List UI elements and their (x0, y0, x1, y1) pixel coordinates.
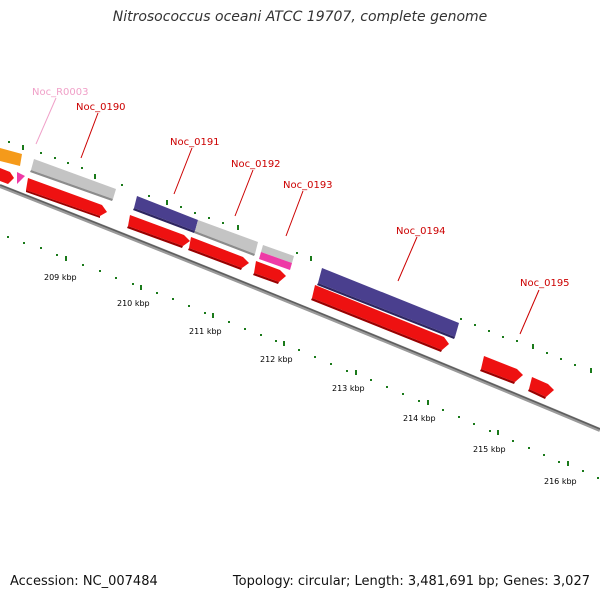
outer-scale-ticks (8, 141, 592, 373)
gene-orange-feature (0, 148, 22, 166)
accession-text: Accession: NC_007484 (10, 574, 158, 589)
genome-backbone (0, 184, 600, 432)
cds-features (0, 168, 554, 399)
gene-label-0193: Noc_0193 (283, 180, 333, 191)
kbp-labels: 209 kbp 210 kbp 211 kbp 212 kbp 213 kbp … (44, 273, 577, 486)
cds-0194 (312, 285, 449, 350)
kbp-label-209: 209 kbp (44, 273, 77, 282)
cds-0195-b (529, 377, 554, 397)
cds-0191 (128, 215, 190, 246)
kbp-label-215: 215 kbp (473, 445, 506, 454)
label-leader-lines (35, 97, 540, 335)
kbp-label-216: 216 kbp (544, 477, 577, 486)
inner-scale-ticks (7, 236, 599, 479)
kbp-label-212: 212 kbp (260, 355, 293, 364)
gene-pink-0193 (259, 252, 292, 270)
kbp-label-214: 214 kbp (403, 414, 436, 423)
cds-0190 (26, 178, 107, 216)
gene-label-0195: Noc_0195 (520, 278, 570, 289)
gene-label-0194: Noc_0194 (396, 226, 446, 237)
gene-grey-0192 (195, 220, 258, 254)
gene-label-0192: Noc_0192 (231, 159, 281, 170)
gene-labels: Noc_R0003 Noc_0190 Noc_0191 Noc_0192 Noc… (32, 87, 570, 289)
genome-summary-text: Topology: circular; Length: 3,481,691 bp… (232, 574, 590, 589)
gene-label-0191: Noc_0191 (170, 137, 220, 148)
cds-0192 (189, 237, 249, 268)
gene-blue-0194 (318, 268, 459, 337)
gene-label-r0003: Noc_R0003 (32, 87, 89, 98)
cds-left-partial (0, 168, 14, 184)
kbp-label-213: 213 kbp (332, 384, 365, 393)
kbp-label-210: 210 kbp (117, 299, 150, 308)
gene-blue-0191 (134, 196, 198, 231)
rna-feature (17, 172, 25, 184)
cds-0193 (254, 261, 286, 282)
gene-grey-0190 (31, 159, 116, 199)
gene-label-0190: Noc_0190 (76, 102, 126, 113)
genome-title: Nitrosococcus oceani ATCC 19707, complet… (112, 9, 488, 25)
gene-features (0, 148, 459, 339)
gene-grey-0193 (261, 245, 294, 263)
kbp-label-211: 211 kbp (189, 327, 222, 336)
cds-0195-a (481, 356, 523, 382)
